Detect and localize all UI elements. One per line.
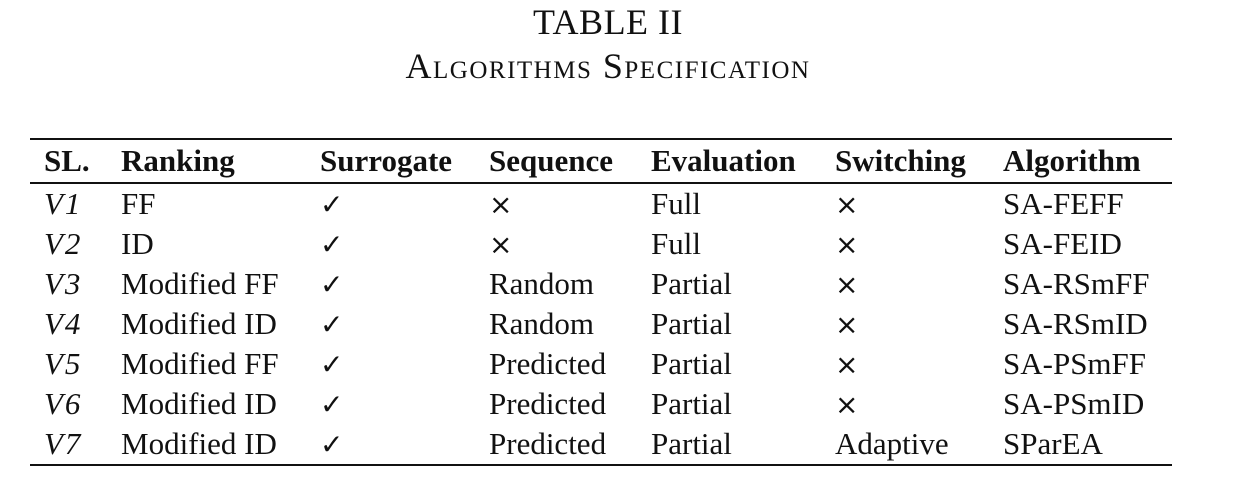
cell-sl: V1 [44,186,83,221]
cell-ranking: FF [121,186,156,221]
cell-algorithm: SParEA [1003,426,1103,461]
cell-sequence: × [489,227,513,261]
cell-sequence: Predicted [489,386,607,421]
cell-sl: V4 [44,306,83,341]
cell-surrogate: ✓ [320,387,344,421]
cell-evaluation: Partial [651,426,732,461]
table-header-row: SL. Ranking Surrogate Sequence Evaluatio… [30,139,1172,183]
cell-surrogate: ✓ [320,427,344,461]
cell-switching: × [835,307,859,341]
cell-algorithm: SA-PSmFF [1003,346,1147,381]
table-row: V2 ID ✓ × Full × SA-FEID [30,224,1172,264]
cell-surrogate: ✓ [320,227,344,261]
cell-sequence: × [489,187,513,221]
header-sequence: Sequence [489,143,613,178]
cell-algorithm: SA-FEFF [1003,186,1124,221]
cell-algorithm: SA-PSmID [1003,386,1145,421]
cell-evaluation: Full [651,226,701,261]
table-row: V5 Modified FF ✓ Predicted Partial × SA-PSmFF [30,344,1172,384]
cell-ranking: Modified FF [121,346,279,381]
table-row: V4 Modified ID ✓ Random Partial × SA-RSmID [30,304,1172,344]
algorithms-table-container: SL. Ranking Surrogate Sequence Evaluatio… [30,138,1172,466]
cell-switching: × [835,187,859,221]
header-algorithm: Algorithm [1003,143,1141,178]
cell-evaluation: Partial [651,386,732,421]
cell-sl: V3 [44,266,83,301]
table-body: V1 FF ✓ × Full × SA-FEFF V2 ID ✓ × Full × SA-FEID V3 Mo… [30,183,1172,465]
cell-ranking: Modified ID [121,386,277,421]
cell-switching: × [835,387,859,421]
cell-sequence: Random [489,266,595,301]
header-evaluation: Evaluation [651,143,796,178]
cell-ranking: ID [121,226,154,261]
cell-sequence: Predicted [489,426,607,461]
cell-ranking: Modified ID [121,426,277,461]
cell-sl: V6 [44,386,83,421]
cell-surrogate: ✓ [320,307,344,341]
cell-switching: × [835,267,859,301]
table-row: V1 FF ✓ × Full × SA-FEFF [30,183,1172,224]
table-row: V6 Modified ID ✓ Predicted Partial × SA-PSmID [30,384,1172,424]
header-sl: SL. [44,143,90,178]
cell-evaluation: Partial [651,266,732,301]
cell-algorithm: SA-RSmFF [1003,266,1150,301]
cell-sl: V5 [44,346,83,381]
cell-sequence: Random [489,306,595,341]
header-ranking: Ranking [121,143,235,178]
cell-sequence: Predicted [489,346,607,381]
cell-evaluation: Partial [651,306,732,341]
header-surrogate: Surrogate [320,143,453,178]
table-row: V3 Modified FF ✓ Random Partial × SA-RSmFF [30,264,1172,304]
cell-sl: V7 [44,426,83,461]
table-caption-title: Algorithms Specification [405,46,811,86]
cell-surrogate: ✓ [320,347,344,381]
cell-surrogate: ✓ [320,187,344,221]
cell-evaluation: Partial [651,346,732,381]
cell-sl: V2 [44,226,83,261]
cell-ranking: Modified ID [121,306,277,341]
table-caption-number: TABLE II [532,2,684,42]
cell-algorithm: SA-FEID [1003,226,1122,261]
cell-ranking: Modified FF [121,266,279,301]
header-switching: Switching [835,143,966,178]
cell-switching: × [835,227,859,261]
cell-surrogate: ✓ [320,267,344,301]
cell-evaluation: Full [651,186,701,221]
algorithms-table: SL. Ranking Surrogate Sequence Evaluatio… [30,138,1172,466]
cell-switching: × [835,347,859,381]
cell-algorithm: SA-RSmID [1003,306,1148,341]
cell-switching: Adaptive [835,426,949,461]
table-row: V7 Modified ID ✓ Predicted Partial Adaptive SP… [30,424,1172,465]
